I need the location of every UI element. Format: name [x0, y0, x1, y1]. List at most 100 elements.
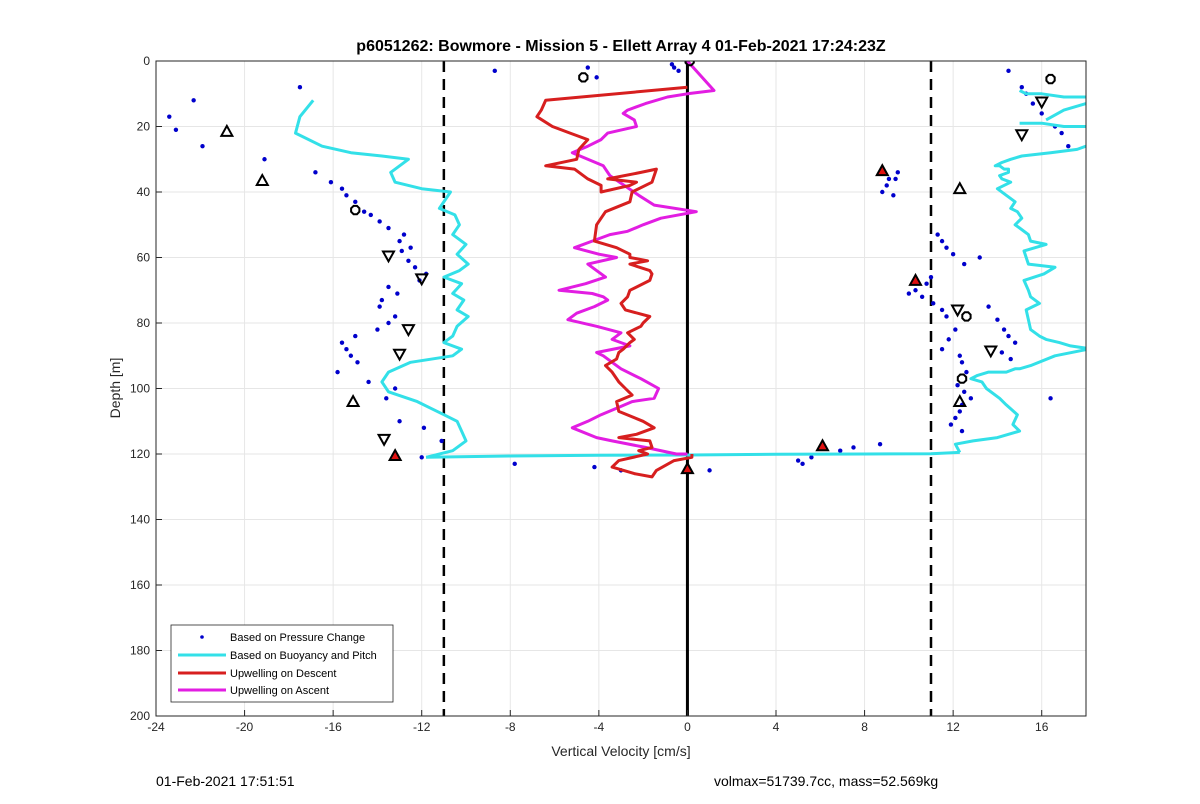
ascent-series [557, 61, 716, 456]
pressure-point [986, 304, 991, 309]
buoyancy-pitch-line [1019, 121, 1086, 128]
y-tick-label: 160 [130, 578, 150, 592]
down-triangle-marker [414, 273, 429, 287]
pressure-point [944, 245, 949, 250]
pressure-point [1059, 130, 1064, 136]
pressure-point [377, 219, 382, 224]
pressure-point [386, 320, 391, 326]
pressure-point [585, 65, 590, 70]
pressure-point [931, 301, 936, 306]
pressure-point [957, 409, 962, 414]
x-tick-label: -12 [413, 720, 431, 734]
legend-label-ascent: Upwelling on Ascent [230, 685, 329, 697]
buoyancy-pitch-series [294, 89, 1086, 459]
pressure-point [397, 419, 402, 424]
pressure-point [948, 422, 954, 427]
pressure-point [928, 274, 934, 280]
pressure-point [959, 360, 965, 365]
x-tick-label: -4 [594, 720, 605, 734]
pressure-point [353, 199, 358, 205]
pressure-point [795, 458, 801, 463]
pressure-point [386, 284, 391, 290]
down-triangle-marker [401, 324, 416, 338]
pressure-point [919, 294, 925, 299]
pressure-point [895, 170, 900, 175]
pressure-point [412, 265, 418, 270]
pressure-point [1048, 396, 1053, 401]
pressure-point [375, 327, 380, 332]
pressure-point [344, 193, 349, 198]
pressure-point [886, 176, 892, 182]
pressure-point [492, 68, 497, 74]
pressure-point [335, 369, 340, 375]
pressure-point [392, 386, 398, 391]
pressure-point [968, 396, 974, 401]
octagon-marker [961, 311, 972, 322]
buoyancy-pitch-line [953, 348, 1086, 454]
pressure-point [671, 65, 677, 70]
x-tick-label: -8 [505, 720, 516, 734]
y-tick-label: 20 [137, 120, 151, 134]
pressure-change-points [167, 62, 1071, 473]
x-tick-label: 16 [1035, 720, 1049, 734]
octagon-marker [578, 72, 589, 83]
pressure-point [880, 189, 885, 195]
up-triangle-marker [952, 394, 967, 407]
y-tick-label: 180 [130, 644, 150, 658]
pressure-point [353, 333, 358, 339]
pressure-point [669, 62, 675, 67]
pressure-point [408, 245, 413, 250]
legend-dot-symbol [200, 635, 204, 639]
pressure-point [977, 255, 982, 260]
legend-label-descent: Upwelling on Descent [230, 668, 336, 680]
pressure-point [399, 248, 404, 254]
pressure-point [939, 307, 945, 313]
x-tick-label: 0 [684, 720, 691, 734]
pressure-point [439, 438, 444, 444]
descent-series [535, 85, 694, 479]
y-tick-label: 140 [130, 513, 150, 527]
x-tick-label: 12 [946, 720, 960, 734]
pressure-point [957, 353, 962, 358]
pressure-point [884, 183, 889, 188]
pressure-point [297, 85, 303, 90]
pressure-point [339, 186, 345, 191]
pressure-point [348, 353, 354, 358]
pressure-point [379, 297, 385, 303]
x-tick-label: 4 [773, 720, 780, 734]
legend: Based on Pressure Change Based on Buoyan… [170, 624, 394, 703]
ascent-line [557, 61, 716, 456]
x-tick-label: 8 [861, 720, 868, 734]
pressure-point [1008, 356, 1013, 362]
y-tick-label: 40 [137, 185, 151, 199]
up-triangle-marker [952, 181, 967, 195]
octagon-marker [350, 204, 361, 216]
pressure-point [939, 347, 945, 352]
pressure-point [191, 98, 196, 103]
pressure-point [173, 127, 179, 132]
pressure-point [392, 314, 398, 319]
up-triangle-marker [345, 394, 361, 407]
pressure-point [1001, 327, 1007, 332]
pressure-point [964, 369, 969, 375]
up-triangle-marker [219, 123, 235, 137]
down-triangle-marker [381, 250, 396, 264]
x-axis-label: Vertical Velocity [cm/s] [551, 743, 690, 759]
pressure-point [328, 179, 334, 185]
pressure-point [384, 396, 389, 401]
footer-timestamp: 01-Feb-2021 17:51:51 [156, 773, 295, 789]
up-triangle-marker [255, 172, 270, 186]
pressure-point [361, 209, 367, 214]
pressure-point [421, 425, 427, 430]
pressure-point [1012, 340, 1018, 345]
pressure-point [512, 461, 517, 467]
pressure-point [377, 304, 382, 309]
pressure-point [800, 461, 805, 467]
up-triangle-marker [875, 163, 890, 177]
pressure-point [344, 347, 349, 352]
pressure-point [676, 68, 681, 74]
footer-summary: volmax=51739.7cc, mass=52.569kg [714, 773, 939, 789]
y-tick-label: 0 [143, 54, 150, 68]
pressure-point [924, 281, 929, 286]
down-triangle-marker [392, 348, 407, 362]
